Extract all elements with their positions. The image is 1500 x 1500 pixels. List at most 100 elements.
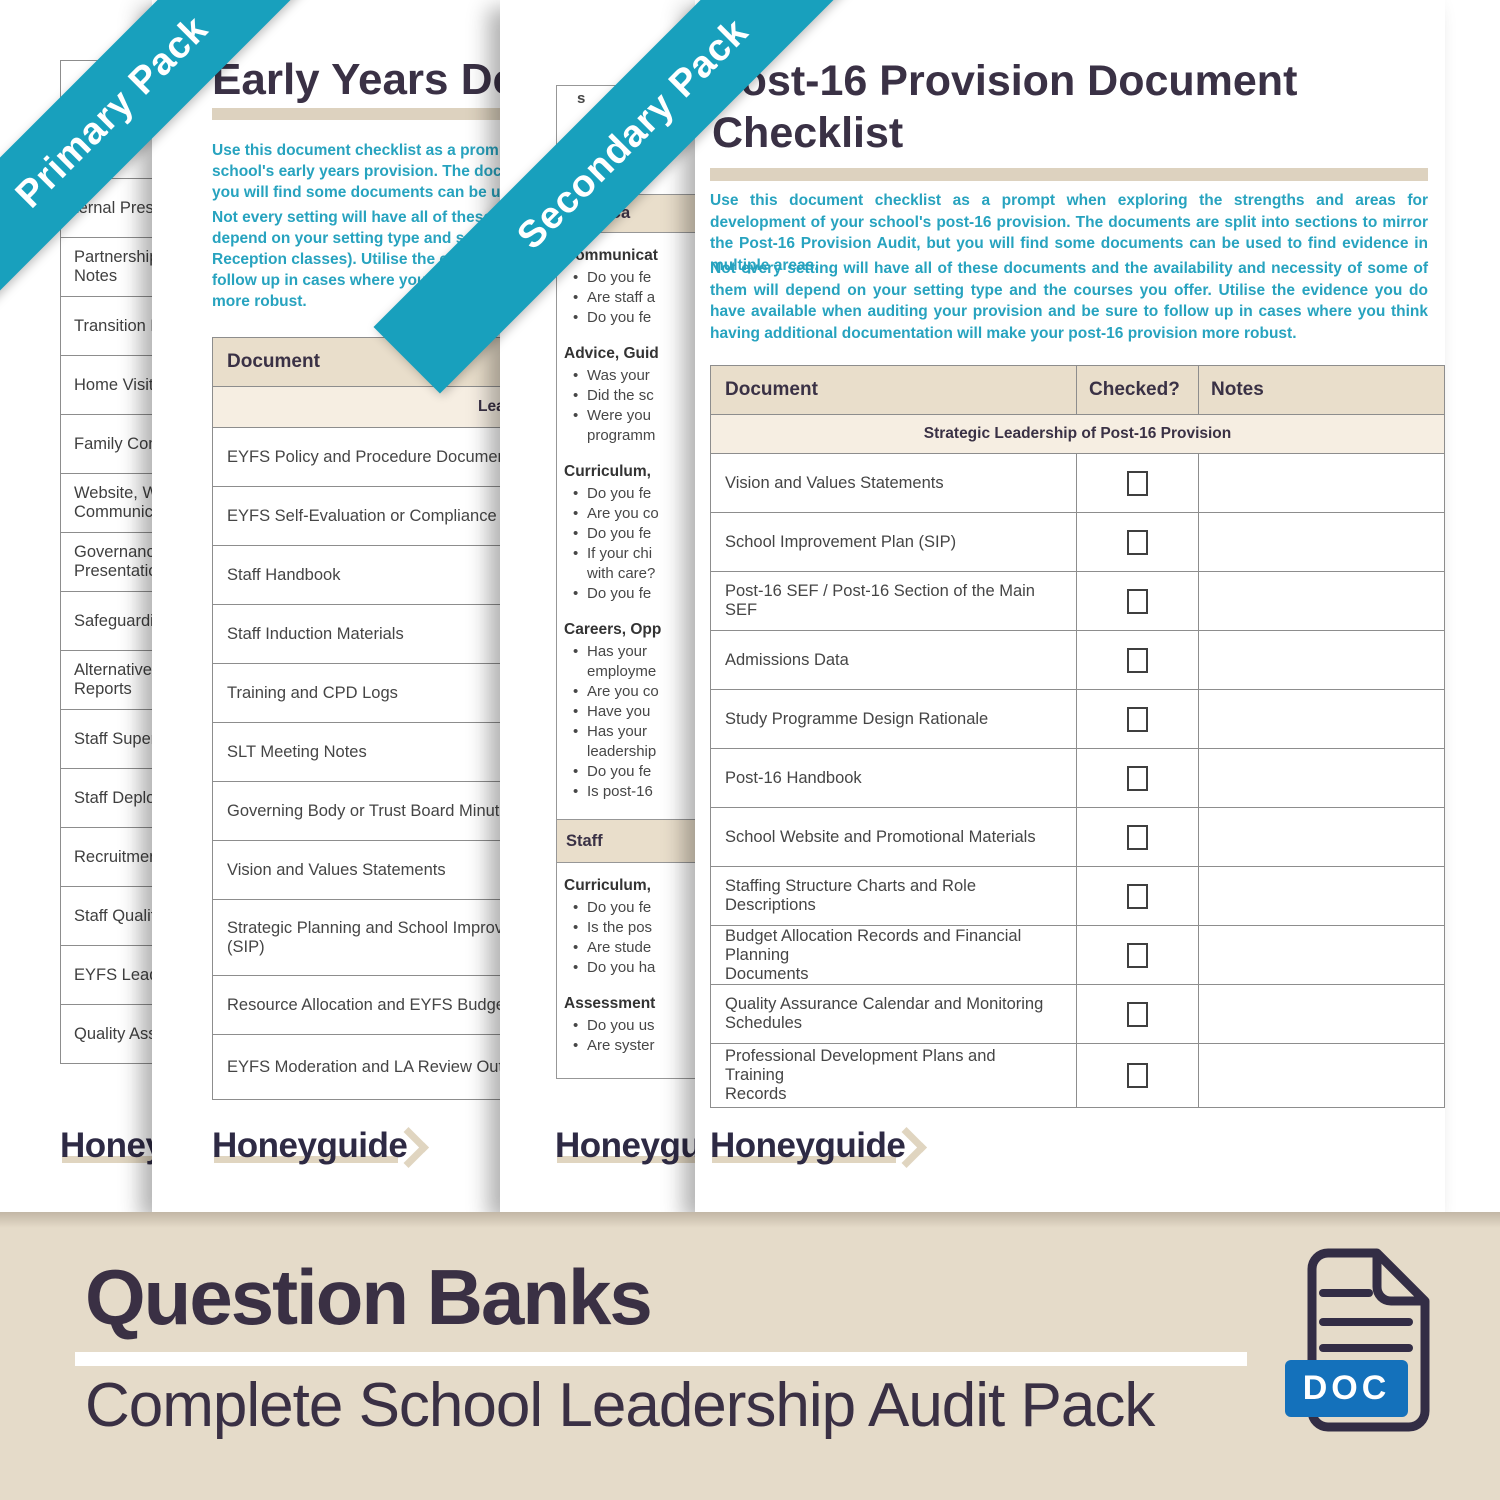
bullet-icon: •: [573, 525, 579, 542]
question-bullet: • Did the sc: [564, 386, 695, 406]
intro-paragraph: Use this document checklist as a prompt …: [710, 192, 1428, 274]
table-row: Study Programme Design Rationale: [711, 690, 1444, 749]
checkbox: [1127, 647, 1148, 673]
question-bullet: • Do you ha: [564, 958, 695, 978]
question-bullet: • Are you co: [564, 682, 695, 702]
table-row: Governance Presentation: [61, 533, 152, 592]
row-label: Alternative P Reports: [74, 661, 152, 698]
table-row: Staff Handbook: [213, 546, 500, 605]
document-label: School Improvement Plan (SIP): [725, 532, 957, 551]
page-post16-checklist: Post-16 Provision Document Checklist Use…: [695, 0, 1445, 1212]
document-label: Vision and Values Statements: [725, 473, 944, 492]
checkbox: [1127, 765, 1148, 791]
question-bullet: • Do you fe: [564, 762, 695, 782]
table-row: Partnership A Notes: [61, 238, 152, 297]
question-groups: Communicat • Do you fe • Are staff a • Do y…: [557, 233, 695, 802]
post16-table: Document Checked? Notes Strategic Leader…: [710, 365, 1445, 1108]
table-row: EYFS Leade: [61, 946, 152, 1005]
logo-text: Honeyguide: [555, 1126, 695, 1165]
notes-cell: [1198, 867, 1444, 925]
row-label: Strategic Planning and School Improvemen…: [227, 918, 500, 956]
table-row: Admissions Data: [711, 631, 1444, 690]
bullet-icon: •: [573, 505, 579, 522]
question-groups: Curriculum, • Do you fe • Is the pos • Are …: [557, 863, 695, 1056]
bullet-icon: •: [573, 309, 579, 326]
table-row: Post-16 SEF / Post-16 Section of the Mai…: [711, 572, 1444, 631]
bullet-icon: •: [573, 269, 579, 286]
question-bullet: • Do you fe: [564, 524, 695, 544]
logo-underline: [557, 1156, 695, 1163]
table-row: Quality Assurance Calendar and Monitorin…: [711, 985, 1444, 1044]
table-row: EYFS Moderation and LA Review Outcome: [213, 1035, 500, 1099]
bullet-icon: •: [573, 723, 579, 740]
question-bullet: • Are staff a: [564, 288, 695, 308]
intro-paragraph: Not every setting will have all of these…: [710, 260, 1428, 342]
group-heading: Careers, Opp: [564, 621, 662, 638]
question-text: Do you fe: [587, 309, 652, 326]
table-row: School Improvement Plan (SIP): [711, 513, 1444, 572]
table-row: Training and CPD Logs: [213, 664, 500, 723]
bullet-icon: •: [573, 959, 579, 976]
row-label: Quality Assu: [74, 1024, 152, 1043]
bullet-icon: •: [573, 585, 579, 602]
notes-cell: [1198, 749, 1444, 807]
table-row: EYFS Self-Evaluation or Compliance Audit: [213, 487, 500, 546]
question-text: Do you fe: [587, 269, 652, 286]
row-label: Partnership A Notes: [74, 248, 152, 285]
question-text: Has your employme: [587, 643, 657, 680]
section-header: Staff: [557, 819, 695, 863]
page-title: Early Years Document Checklist: [212, 55, 500, 104]
table-row: Safeguardin: [61, 592, 152, 651]
row-label: EYFS Leade: [74, 965, 152, 984]
question-text: Do you fe: [587, 763, 652, 780]
question-text: Are you co: [587, 683, 659, 700]
question-text: Do you ha: [587, 959, 656, 976]
checkbox: [1127, 470, 1148, 496]
document-label: School Website and Promotional Materials: [725, 827, 1036, 846]
logo-text: Honeyguide: [60, 1126, 152, 1165]
question-bullet: • Do you fe: [564, 898, 695, 918]
page-early-years-checklist: Early Years Document Checklist Use this …: [152, 0, 500, 1212]
title-underline-bar: [710, 168, 1428, 181]
table-section-header: Strategic Leadership of Post-16 Provisio…: [711, 415, 1444, 454]
logo-text: Honeyguide: [710, 1126, 906, 1165]
honeyguide-logo: Honeyguide: [212, 1126, 430, 1170]
question-text: Are you co: [587, 505, 659, 522]
checkbox: [1127, 942, 1148, 968]
table-row: Vision and Values Statements: [711, 454, 1444, 513]
logo-underline: [214, 1156, 398, 1163]
question-bullet: • Do you fe: [564, 484, 695, 504]
question-text: Was your: [587, 367, 650, 384]
question-bullet: • Is post-16: [564, 782, 695, 802]
document-outline-icon: [1307, 1248, 1430, 1432]
question-group: Communicat • Do you fe • Are staff a • Do y…: [564, 247, 695, 328]
table-row: Transition Re: [61, 297, 152, 356]
question-text: Are syster: [587, 1037, 655, 1054]
question-bullet: • Have you: [564, 702, 695, 722]
group-heading: Curriculum,: [564, 463, 651, 480]
question-group: Careers, Opp • Has your employme • Are you…: [564, 621, 695, 802]
table-row: Recruitment: [61, 828, 152, 887]
checkbox: [1127, 824, 1148, 850]
table-row: Vision and Values Statements: [213, 841, 500, 900]
checkbox: [1127, 529, 1148, 555]
bullet-icon: •: [573, 939, 579, 956]
question-bullet: • Do you fe: [564, 308, 695, 328]
bullet-icon: •: [573, 1017, 579, 1034]
table-row: EYFS Policy and Procedure Documents: [213, 428, 500, 487]
group-heading: Advice, Guid: [564, 345, 659, 362]
row-label: Staff Qualific: [74, 906, 152, 925]
table-row: Resource Allocation and EYFS Budget Rec: [213, 976, 500, 1035]
table-row: Staff Qualific: [61, 887, 152, 946]
row-label: Recruitment: [74, 847, 152, 866]
logo-underline: [712, 1156, 896, 1163]
question-bullet: • Do you us: [564, 1016, 695, 1036]
row-label: Home Visit a: [74, 375, 152, 394]
question-text: Are stude: [587, 939, 652, 956]
question-bullet: • Were you programm: [564, 406, 695, 446]
column-header-checked: Checked?: [1076, 366, 1198, 414]
notes-cell: [1198, 631, 1444, 689]
honeyguide-logo: Honeyguide: [60, 1126, 152, 1170]
bullet-icon: •: [573, 387, 579, 404]
question-bullet: • Are you co: [564, 504, 695, 524]
